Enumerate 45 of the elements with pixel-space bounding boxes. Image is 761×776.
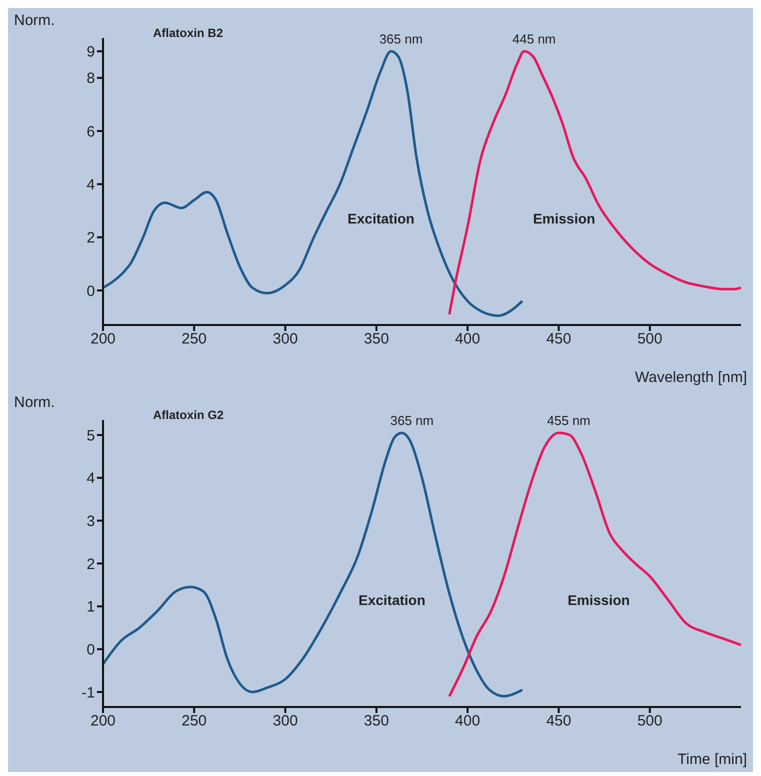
x-tick-label: 200 [90,712,116,730]
x-tick-label: 300 [272,330,298,348]
y-tick-label: 9 [86,44,95,61]
y-tick-label: 4 [86,176,95,194]
x-tick-label: 200 [90,330,116,348]
series-label: Excitation [348,210,414,226]
y-tick-label: 1 [86,598,95,616]
line-series [103,50,524,317]
chart-title: Aflatoxin B2 [153,26,224,40]
x-tick-label: 400 [455,712,480,730]
y-tick-label: 6 [86,123,95,140]
y-tick-label: -1 [82,684,95,702]
x-tick-label: 500 [637,330,662,348]
series-label: Excitation [358,592,426,608]
x-tick-label: 350 [364,712,389,730]
x-axis-title: Wavelength [nm] [635,369,747,386]
x-tick-label: 450 [546,330,572,348]
y-axis-title: Norm. [14,394,55,411]
annotation: 365 nm [379,31,423,46]
series-label: Emission [532,210,596,226]
x-tick-label: 450 [546,712,572,730]
x-tick-label: 500 [637,712,662,730]
annotation: 365 nm [390,412,434,428]
y-tick-label: 3 [86,512,95,530]
y-tick-label: 0 [86,641,95,658]
line-series [448,50,741,316]
annotation: 455 nm [547,412,590,428]
y-tick-label: 5 [86,427,95,444]
series-label: Emission [568,592,630,608]
x-tick-label: 250 [182,330,207,348]
y-tick-label: 4 [86,470,95,488]
annotation: 445 nm [512,31,556,46]
y-tick-label: 0 [86,282,95,300]
line-series [103,432,524,698]
y-tick-label: 2 [86,556,95,573]
x-tick-label: 350 [364,330,389,348]
line-series [448,432,741,698]
y-axis-title: Norm. [14,12,55,29]
chart-title: Aflatoxin G2 [153,408,224,422]
y-tick-label: 8 [86,70,95,88]
x-tick-label: 400 [455,330,480,348]
y-tick-label: 2 [86,230,95,247]
x-tick-label: 300 [272,712,298,730]
x-axis-title: Time [min] [678,751,747,768]
x-tick-label: 250 [182,712,207,730]
